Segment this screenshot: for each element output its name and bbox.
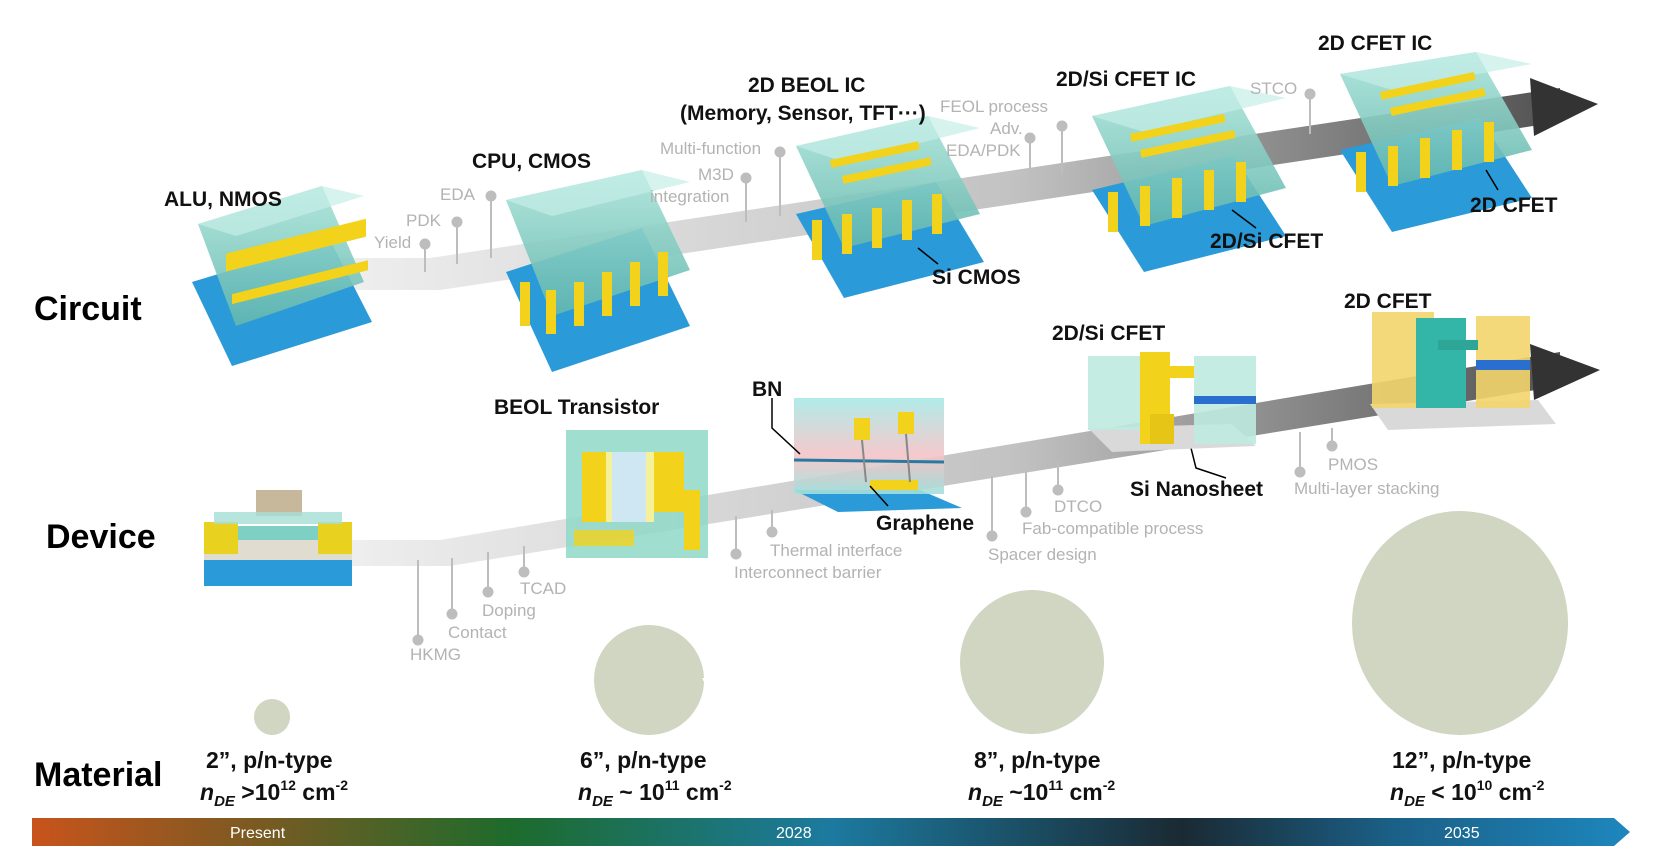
label-si-cmos: Si CMOS [932, 266, 1021, 289]
label-si-nanosheet: Si Nanosheet [1130, 478, 1263, 501]
device-milestone-pins [412, 428, 1338, 646]
material-density-12: nDE < 1010 cm-2 [1390, 777, 1545, 810]
milestone-stco: STCO [1250, 79, 1297, 98]
milestone-eda-pdk: EDA/PDK [946, 141, 1021, 160]
chip-2d-si-cfet-ic [1092, 86, 1286, 272]
label-graphene: Graphene [876, 512, 974, 535]
label-2d-si-cfet: 2D/Si CFET [1210, 230, 1323, 253]
milestone-integration: integration [650, 187, 729, 206]
chip-cpu-cmos [506, 170, 690, 372]
material-density-6: nDE ~ 1011 cm-2 [578, 777, 732, 810]
title-beol-transistor: BEOL Transistor [494, 396, 659, 419]
device-2d-cfet [1370, 312, 1556, 430]
row-label-device: Device [46, 518, 156, 556]
title-2d-si-cfet-ic: 2D/Si CFET IC [1056, 68, 1196, 91]
circuit-milestone-pins [419, 88, 1316, 272]
title-alu-nmos: ALU, NMOS [164, 188, 282, 211]
label-bn: BN [752, 378, 782, 401]
device-2d-si-cfet [1088, 352, 1256, 452]
milestone-pmos: PMOS [1328, 455, 1378, 474]
wafer-12-inch [1352, 511, 1568, 735]
milestone-eda: EDA [440, 185, 476, 204]
row-label-material: Material [34, 756, 163, 794]
timeline-2028: 2028 [776, 825, 812, 842]
title-2d-beol-ic-sub: (Memory, Sensor, TFT···) [680, 102, 926, 125]
milestone-hkmg: HKMG [410, 645, 461, 664]
material-density-8: nDE ~1011 cm-2 [968, 777, 1115, 810]
chip-alu-nmos [192, 186, 372, 366]
label-2d-cfet: 2D CFET [1470, 194, 1558, 217]
milestone-fab-compatible: Fab-compatible process [1022, 519, 1203, 538]
milestone-contact: Contact [448, 623, 507, 642]
wafer-2-inch [254, 699, 290, 735]
material-labels: 2”, p/n-type nDE >1012 cm-2 6”, p/n-type… [200, 747, 1545, 810]
milestone-m3d: M3D [698, 165, 734, 184]
timeline-present: Present [230, 825, 286, 842]
milestone-yield: Yield [374, 233, 411, 252]
title-2d-cfet-ic: 2D CFET IC [1318, 32, 1432, 55]
milestone-adv: Adv. [990, 119, 1023, 138]
milestone-thermal-interface: Thermal interface [770, 541, 902, 560]
material-wafer-8: 8”, p/n-type [974, 747, 1101, 773]
row-label-circuit: Circuit [34, 290, 142, 328]
milestone-pdk: PDK [406, 211, 442, 230]
material-density-2: nDE >1012 cm-2 [200, 777, 348, 810]
material-wafers [254, 511, 1568, 735]
device-beol-transistor [566, 430, 708, 558]
material-wafer-2: 2”, p/n-type [206, 747, 333, 773]
circuit-leaders [917, 169, 1499, 265]
milestone-multi-layer-stacking: Multi-layer stacking [1294, 479, 1440, 498]
device-bn-graphene [793, 398, 962, 512]
wafer-6-inch [594, 624, 704, 735]
milestone-tcad: TCAD [520, 579, 566, 598]
milestone-dtco: DTCO [1054, 497, 1102, 516]
material-wafer-6: 6”, p/n-type [580, 747, 707, 773]
timeline-2035: 2035 [1444, 825, 1480, 842]
milestone-doping: Doping [482, 601, 536, 620]
milestone-multi-function: Multi-function [660, 139, 761, 158]
title-2d-si-cfet-device: 2D/Si CFET [1052, 322, 1165, 345]
milestone-feol-process: FEOL process [940, 97, 1048, 116]
chip-2d-beol-ic [796, 116, 984, 298]
title-2d-cfet-device: 2D CFET [1344, 290, 1432, 313]
material-wafer-12: 12”, p/n-type [1392, 747, 1531, 773]
timeline-bar: Present 2028 2035 [32, 818, 1630, 846]
title-cpu-cmos: CPU, CMOS [472, 150, 591, 173]
milestone-spacer-design: Spacer design [988, 545, 1097, 564]
chip-2d-cfet-ic [1340, 52, 1532, 232]
wafer-8-inch [960, 590, 1104, 734]
milestone-interconnect-barrier: Interconnect barrier [734, 563, 882, 582]
title-2d-beol-ic: 2D BEOL IC [748, 74, 865, 97]
device-planar-fet [204, 490, 352, 586]
